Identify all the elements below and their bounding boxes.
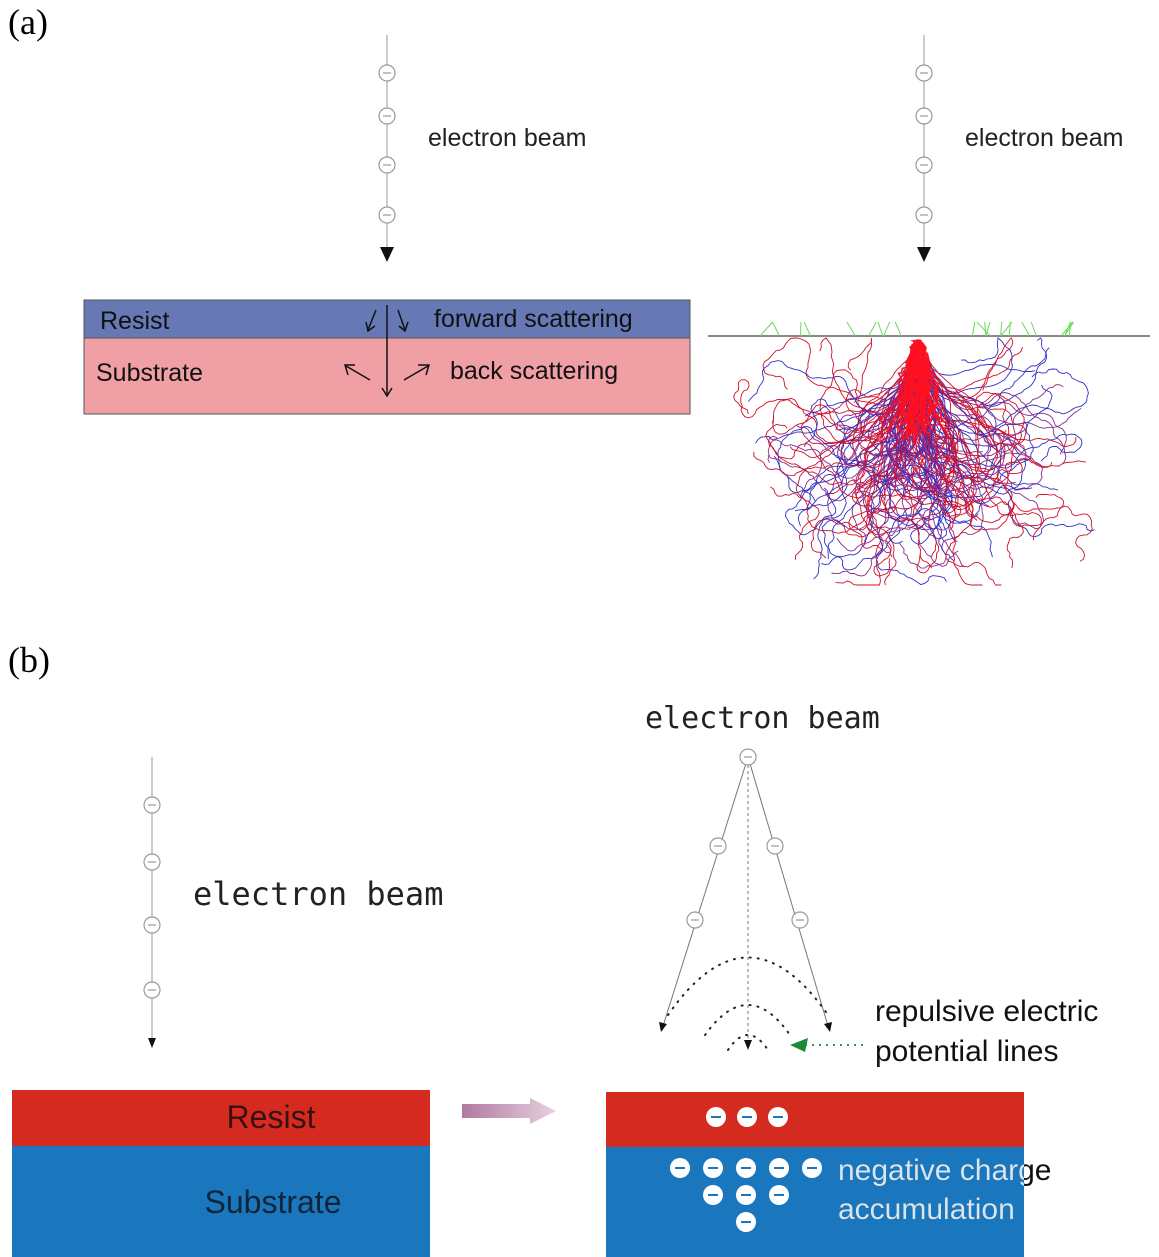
monte-carlo-traces (734, 322, 1095, 585)
scatter-label: forward scattering (434, 305, 633, 333)
resist-layer (606, 1092, 1024, 1147)
trajectory (773, 322, 780, 336)
layer-label: Substrate (205, 1184, 342, 1220)
trajectory (883, 322, 889, 336)
scatter-label: back scattering (450, 357, 618, 385)
trajectory (760, 322, 773, 336)
beam-label: electron beam (965, 124, 1123, 152)
trajectory (804, 322, 810, 336)
trajectory (847, 322, 856, 336)
resist-layer (12, 1090, 430, 1146)
trajectory (1022, 322, 1030, 336)
beam-label: electron beam (428, 124, 586, 152)
trajectory (869, 322, 877, 336)
trajectory (1001, 322, 1002, 336)
trajectory (985, 322, 986, 336)
trajectory (895, 322, 901, 336)
beam-label: electron beam (193, 875, 443, 913)
deflected-beams (663, 757, 828, 1040)
layer-label: Substrate (96, 359, 203, 387)
figure: (a) electron beam electron beam Resist S… (0, 0, 1159, 1257)
annotation-overlay: accumulation (838, 1193, 1015, 1226)
panel-label: (b) (8, 640, 50, 680)
beam-label: electron beam (645, 701, 880, 736)
trajectory (1031, 322, 1036, 336)
trajectory (972, 322, 974, 336)
arrowhead (148, 1038, 156, 1048)
layer-label: Resist (100, 307, 170, 335)
transition-arrow (462, 1098, 556, 1124)
annotation-overlay: negative charge (838, 1154, 1052, 1187)
trajectory (920, 340, 1036, 375)
layer-label: Resist (227, 1099, 316, 1135)
trajectory (878, 322, 883, 336)
trajectory (1061, 322, 1073, 336)
panel-label: (a) (8, 2, 48, 42)
pointer-arrow (790, 1038, 868, 1052)
arrowheads (380, 247, 931, 262)
annotation: potential lines (875, 1035, 1058, 1068)
annotation: repulsive electric (875, 995, 1098, 1028)
